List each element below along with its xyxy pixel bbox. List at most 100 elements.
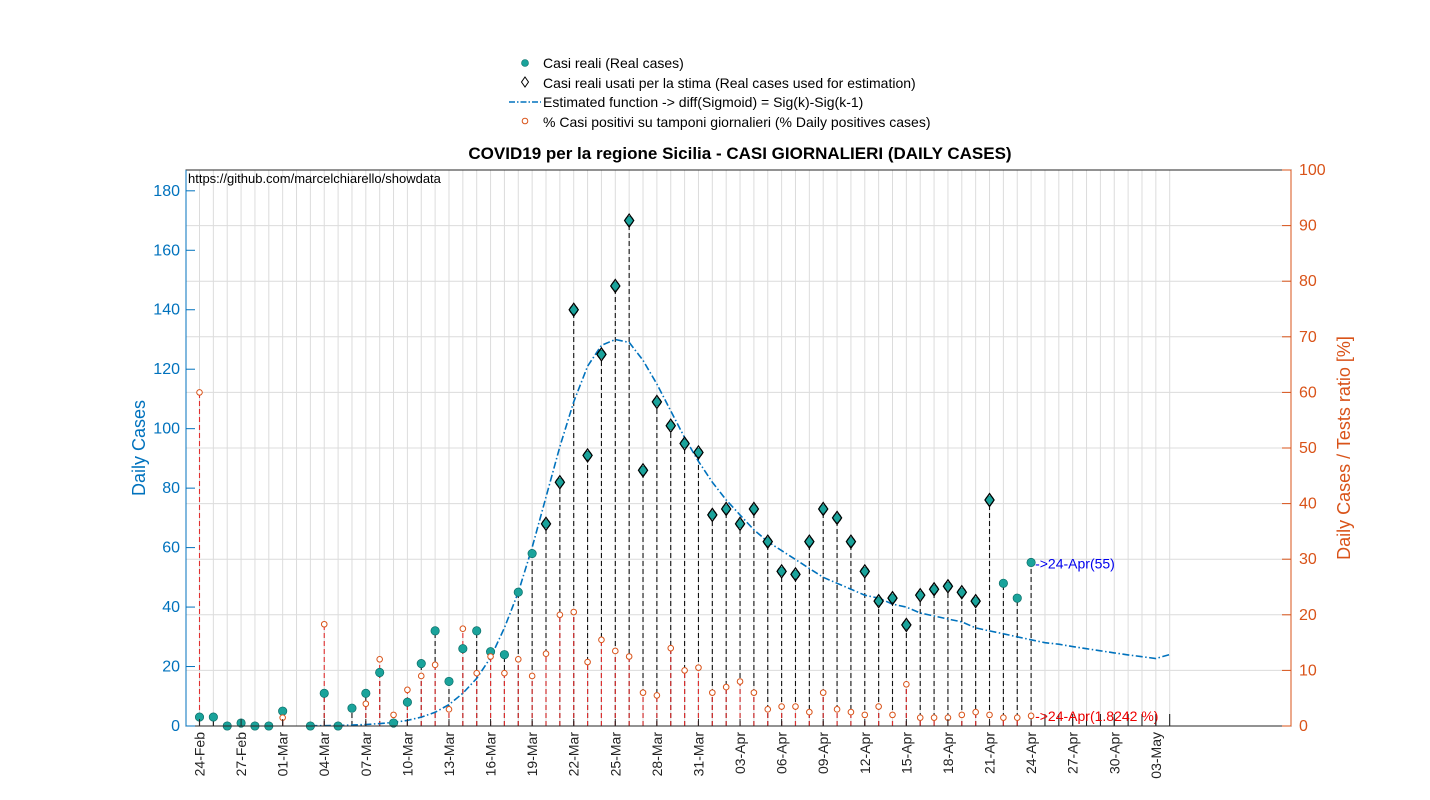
point-pct-positive [1000, 714, 1007, 721]
point-pct-positive [459, 625, 467, 633]
y-tick-label-left: 120 [153, 361, 180, 378]
point-real-case [319, 688, 329, 698]
point-estimation-case [859, 563, 871, 579]
x-tick-label: 07-Mar [358, 732, 374, 777]
point-pct-positive [722, 683, 730, 691]
source-url: https://github.com/marcelchiarello/showd… [188, 171, 442, 186]
point-pct-positive [916, 714, 924, 721]
y-tick-label-right: 60 [1299, 384, 1317, 401]
point-estimation-case [845, 534, 857, 550]
y-tick-label-right: 80 [1299, 273, 1317, 290]
point-estimation-case [984, 492, 995, 508]
point-estimation-case [831, 510, 843, 526]
point-real-case [527, 549, 537, 559]
chart-title: COVID19 per la regione Sicilia - CASI GI… [468, 144, 1011, 163]
y-tick-label-left: 20 [162, 659, 180, 676]
legend-label-real-cases: Casi reali (Real cases) [543, 55, 684, 71]
point-pct-positive [903, 681, 910, 688]
x-tick-label: 03-Apr [732, 732, 748, 774]
point-pct-positive [320, 620, 328, 628]
x-tick-label: 31-Mar [690, 732, 706, 777]
texts: COVID19 per la regione Sicilia - CASI GI… [129, 144, 1354, 560]
x-tick-label: 30-Apr [1106, 732, 1122, 774]
point-real-case [998, 578, 1008, 588]
x-tick-label: 28-Mar [649, 732, 665, 777]
x-tick-label: 27-Feb [233, 732, 249, 777]
point-pct-positive [778, 703, 785, 710]
point-pct-positive [653, 692, 661, 699]
point-pct-positive [750, 689, 758, 696]
point-estimation-case [804, 534, 815, 550]
point-pct-positive [972, 708, 979, 716]
point-real-case [278, 706, 288, 716]
point-pct-positive [445, 706, 453, 713]
point-estimation-case [817, 501, 829, 517]
point-estimation-case [970, 593, 981, 609]
point-pct-positive [695, 664, 702, 671]
point-estimation-case [720, 501, 732, 517]
point-pct-positive [861, 711, 869, 719]
point-pct-positive [542, 650, 550, 658]
point-pct-positive [806, 708, 813, 716]
x-tick-label: 16-Mar [483, 732, 499, 777]
y-tick-label-left: 80 [162, 480, 180, 497]
point-estimation-case [734, 516, 746, 532]
y-tick-label-right: 10 [1299, 662, 1317, 679]
point-pct-positive [875, 703, 882, 710]
point-pct-positive [667, 644, 675, 652]
point-pct-positive [376, 655, 383, 663]
x-tick-label: 24-Apr [1023, 732, 1039, 774]
point-pct-positive [528, 672, 536, 680]
point-estimation-case [554, 474, 566, 490]
y-tick-label-left: 160 [153, 242, 180, 259]
y-axis-right-label: Daily Cases / Tests ratio [%] [1334, 336, 1354, 560]
point-pct-positive [362, 700, 370, 708]
x-tick-label: 24-Feb [192, 732, 208, 777]
y-tick-label-right: 20 [1299, 607, 1317, 624]
point-real-case [388, 718, 399, 728]
point-real-case [402, 697, 412, 707]
grid [186, 170, 1291, 726]
point-estimation-case [596, 346, 607, 362]
point-real-case [416, 659, 426, 669]
y-tick-label-right: 30 [1299, 551, 1317, 568]
y-tick-label-right: 0 [1299, 718, 1308, 735]
point-estimation-case [665, 418, 677, 434]
point-pct-positive [889, 711, 896, 719]
x-tick-label: 06-Apr [774, 732, 790, 774]
point-pct-positive [570, 608, 578, 616]
point-real-case [458, 644, 468, 654]
point-pct-positive [930, 714, 938, 721]
y-tick-label-right: 40 [1299, 496, 1317, 513]
point-pct-positive [681, 667, 688, 674]
point-real-case [208, 712, 218, 722]
axes: 0 20 40 60 80 100 120 140 160 180 0 10 20 30 40 50 60 70 8… [153, 162, 1326, 779]
point-pct-positive [487, 653, 494, 660]
point-estimation-case [956, 584, 968, 600]
legend-label-fit: Estimated function -> diff(Sigmoid) = Si… [543, 94, 863, 110]
point-estimation-case [873, 593, 884, 609]
point-pct-positive [598, 636, 605, 644]
point-pct-positive [625, 653, 633, 660]
y-tick-label-left: 60 [162, 540, 180, 557]
point-real-case [375, 667, 385, 678]
point-pct-positive [819, 689, 827, 696]
point-estimation-case [651, 394, 663, 410]
x-tick-label: 09-Apr [815, 732, 831, 774]
point-pct-positive [431, 661, 439, 669]
point-estimation-case [637, 462, 649, 478]
point-real-case [1012, 593, 1022, 603]
annotation-last-cases: ->24-Apr(55) [1035, 555, 1115, 571]
marks: ->24-Apr(55) ->24-Apr(1.8242 %) [194, 213, 1158, 731]
point-estimation-case [609, 278, 621, 294]
point-estimation-case [901, 617, 912, 633]
x-tick-label: 15-Apr [898, 732, 914, 774]
point-real-case [472, 626, 482, 636]
legend-marker-real-cases [521, 59, 529, 67]
point-pct-positive [764, 706, 772, 713]
fit-line-group [310, 338, 1170, 727]
legend-marker-estimation-cases [520, 76, 530, 88]
point-pct-positive [196, 389, 203, 396]
x-tick-label: 18-Apr [940, 732, 956, 774]
